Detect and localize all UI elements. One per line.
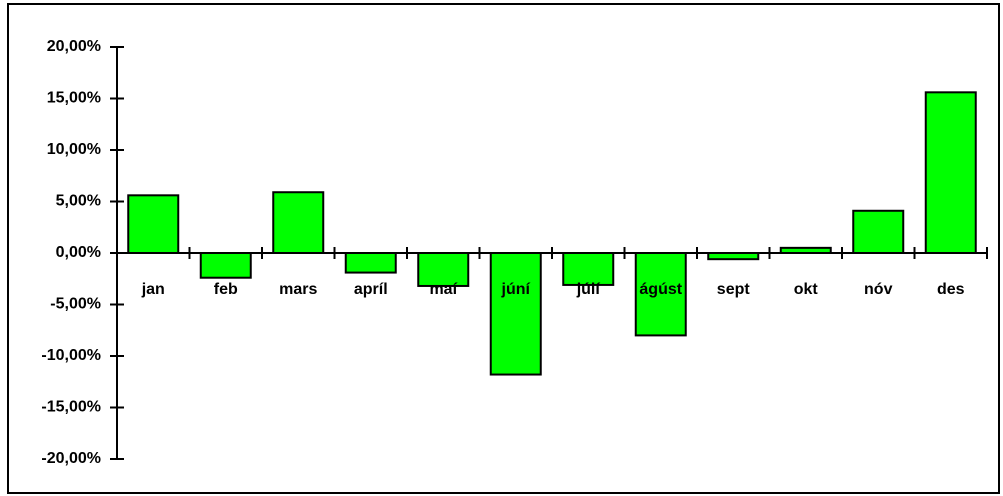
y-tick-label: 20,00% [47, 38, 101, 55]
x-tick-label: jan [141, 281, 165, 298]
x-tick-label: des [937, 281, 965, 298]
x-tick-label: ágúst [639, 281, 682, 298]
bar [127, 194, 180, 255]
bar [199, 252, 252, 279]
bar [417, 252, 470, 287]
x-tick-label: okt [794, 281, 819, 298]
x-tick-label: júní [501, 281, 531, 298]
y-tick-label: -15,00% [41, 399, 101, 416]
x-tick-label: feb [214, 281, 238, 298]
y-tick-label: -5,00% [50, 296, 101, 313]
x-tick-label: apríl [354, 281, 388, 298]
x-tick-label: mars [279, 281, 317, 298]
y-tick-label: 0,00% [56, 244, 101, 261]
x-tick-label: nóv [864, 281, 893, 298]
bar [852, 209, 905, 255]
bar [924, 91, 977, 254]
bar [489, 252, 542, 376]
y-tick-label: 15,00% [47, 90, 101, 107]
y-tick-label: -10,00% [41, 347, 101, 364]
y-tick-label: -20,00% [41, 450, 101, 467]
x-tick-label: maí [429, 281, 457, 298]
bar [562, 252, 615, 286]
x-tick-label: sept [717, 281, 751, 298]
x-tick-label: júlí [576, 281, 601, 298]
y-tick-label: 10,00% [47, 141, 101, 158]
bar [272, 191, 325, 254]
bar [344, 252, 397, 274]
y-tick-label: 5,00% [56, 193, 101, 210]
